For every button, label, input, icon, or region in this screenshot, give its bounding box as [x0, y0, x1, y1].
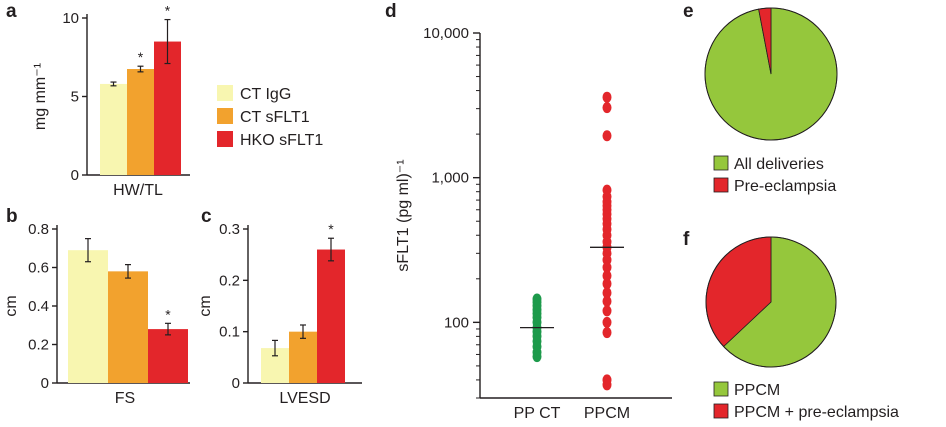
bar-ct-igg: [68, 250, 108, 383]
significance-star: *: [165, 306, 171, 322]
bar-hko-sflt1: [148, 329, 188, 383]
bar-hko-sflt1: [317, 249, 345, 383]
y-tick-label: 10,000: [423, 25, 469, 42]
x-axis-label: LVESD: [279, 390, 330, 407]
bar-ct-igg: [100, 83, 127, 175]
data-point: [532, 351, 542, 363]
legend-swatch: [713, 155, 729, 171]
y-tick-label: 0: [41, 375, 49, 392]
data-point: [602, 102, 612, 114]
x-axis-label: FS: [115, 390, 135, 407]
panel-label-f: f: [683, 229, 690, 250]
legend-swatch: [217, 131, 233, 147]
data-point: [602, 261, 612, 273]
bar-ct-sflt1: [127, 69, 154, 175]
y-tick-label: 0.2: [219, 272, 240, 289]
legend-label: Pre-eclampsia: [734, 178, 836, 195]
y-tick-label: 1,000: [431, 170, 469, 187]
y-axis-label: cm: [3, 295, 20, 316]
significance-star: *: [165, 3, 171, 19]
panel-a-bar-chart: 0 5 10 * * HW/TL mg mm⁻¹: [32, 3, 190, 199]
y-tick-label: 0: [232, 375, 240, 392]
legend-f: PPCM PPCM + pre-eclampsia: [713, 381, 899, 421]
y-tick-label: 5: [71, 89, 79, 106]
legend-label: CT IgG: [240, 86, 291, 103]
data-point: [602, 91, 612, 103]
x-tick-label: PPCM: [584, 405, 630, 422]
legend-label: HKO sFLT1: [240, 132, 323, 149]
panel-label-c: c: [201, 206, 212, 227]
x-axis-label: HW/TL: [113, 182, 163, 199]
legend-swatch: [217, 85, 233, 101]
legend-swatch: [713, 381, 729, 397]
legend-swatch: [713, 403, 729, 419]
y-tick-label: 0.6: [28, 260, 49, 277]
y-axis-label: cm: [197, 295, 214, 316]
pie-outline: [705, 236, 837, 368]
bar-ct-sflt1: [108, 271, 148, 383]
legend-label: All deliveries: [734, 156, 824, 173]
y-tick-label: 0.3: [219, 221, 240, 238]
y-tick-label: 10: [62, 10, 79, 27]
data-point: [602, 270, 612, 282]
legend-label: PPCM + pre-eclampsia: [734, 404, 899, 421]
panel-label-b: b: [6, 206, 18, 227]
bar-ct-sflt1: [289, 331, 317, 383]
y-tick-label: 0.8: [28, 221, 49, 238]
data-point: [602, 287, 612, 299]
y-tick-label: 0.2: [28, 337, 49, 354]
panel-e-pie-chart: [704, 7, 838, 141]
data-point: [602, 327, 612, 339]
legend-label: CT sFLT1: [240, 109, 310, 126]
data-point: [602, 316, 612, 328]
data-point: [602, 295, 612, 307]
data-point: [602, 130, 612, 142]
significance-star: *: [138, 49, 144, 65]
data-point: [602, 305, 612, 317]
significance-star: *: [328, 221, 334, 237]
panel-label-a: a: [6, 1, 17, 22]
legend-a: CT IgG CT sFLT1 HKO sFLT1: [217, 85, 323, 149]
data-point: [602, 379, 612, 391]
data-point: [602, 278, 612, 290]
y-tick-label: 0: [71, 167, 79, 184]
panel-label-d: d: [385, 1, 397, 22]
panel-label-e: e: [683, 1, 694, 22]
legend-swatch: [217, 108, 233, 124]
panel-f-pie-chart: [705, 236, 837, 368]
legend-label: PPCM: [734, 382, 780, 399]
panel-c-bar-chart: 0 0.1 0.2 0.3 * LVESD cm: [197, 221, 362, 407]
y-tick-label: 0.1: [219, 324, 240, 341]
y-tick-label: 100: [444, 314, 469, 331]
pie-outline: [704, 7, 838, 141]
y-axis-label: mg mm⁻¹: [32, 63, 49, 130]
y-tick-label: 0.4: [28, 298, 49, 315]
panel-d-scatter-chart: 100 1,000 10,000 PP CT PPCM sFLT1 (pg ml)⁻¹: [395, 25, 672, 422]
x-tick-label: PP CT: [514, 405, 561, 422]
legend-e: All deliveries Pre-eclampsia: [713, 155, 836, 195]
panel-b-bar-chart: 0 0.2 0.4 0.6 0.8 * FS cm: [3, 221, 190, 407]
legend-swatch: [713, 177, 729, 193]
y-axis-label: sFLT1 (pg ml)⁻¹: [395, 159, 412, 271]
